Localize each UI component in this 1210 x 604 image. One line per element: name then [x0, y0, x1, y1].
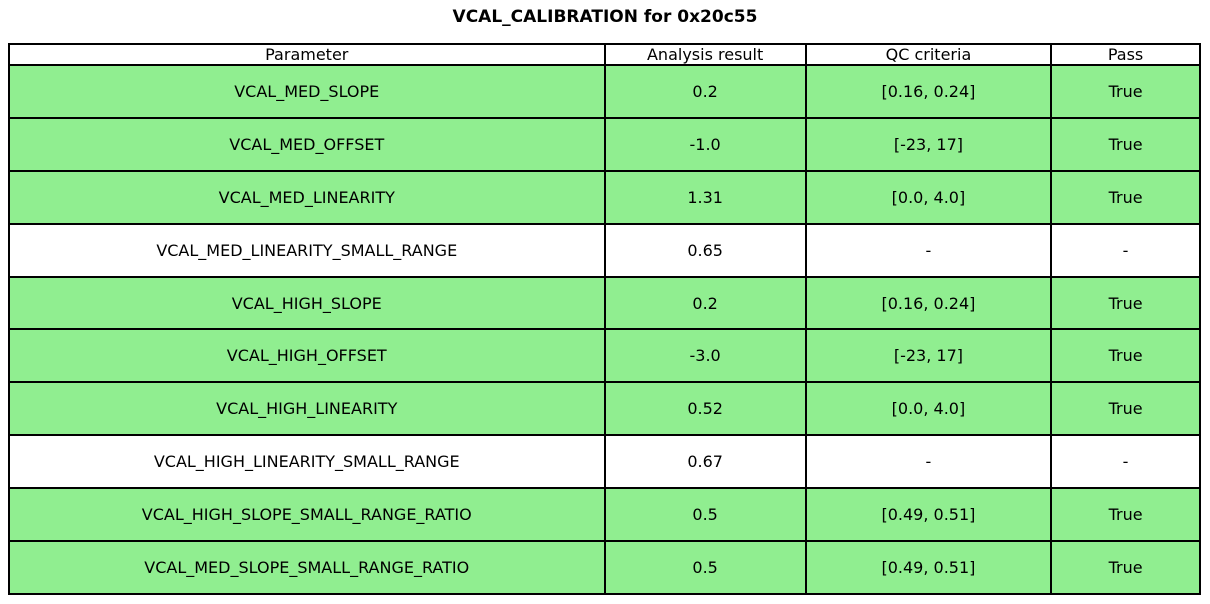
column-header-analysis-result: Analysis result [603, 43, 807, 66]
analysis-result-cell: -3.0 [603, 328, 807, 384]
pass-cell: - [1050, 222, 1201, 278]
parameter-cell: VCAL_HIGH_LINEARITY_SMALL_RANGE [8, 434, 606, 490]
parameter-cell: VCAL_HIGH_OFFSET [8, 328, 606, 384]
analysis-result-cell: 0.67 [603, 434, 807, 490]
table-row: VCAL_HIGH_LINEARITY_SMALL_RANGE 0.67- - [8, 434, 1201, 490]
parameter-cell: VCAL_MED_SLOPE_SMALL_RANGE_RATIO [8, 540, 606, 595]
table-header-row: Parameter Analysis result QC criteria Pass [8, 43, 1201, 66]
parameter-cell: VCAL_HIGH_LINEARITY [8, 381, 606, 437]
qc-criteria-cell: - [804, 434, 1053, 490]
qc-criteria-cell: [0.0, 4.0] [804, 169, 1053, 225]
column-header-parameter: Parameter [8, 43, 606, 66]
analysis-result-cell: 0.5 [603, 540, 807, 595]
parameter-cell: VCAL_HIGH_SLOPE [8, 275, 606, 331]
table-row: VCAL_MED_SLOPE_SMALL_RANGE_RATIO 0.5 [0.49… [8, 540, 1201, 595]
qc-criteria-cell: [0.16, 0.24] [804, 64, 1053, 119]
table-row: VCAL_MED_LINEARITY_SMALL_RANGE 0.65- - [8, 222, 1201, 278]
pass-cell: True [1050, 116, 1201, 172]
qc-criteria-table: Parameter Analysis result QC criteria Pass … [8, 43, 1201, 595]
parameter-cell: VCAL_MED_OFFSET [8, 116, 606, 172]
table-row: VCAL_HIGH_LINEARITY 0.52 [0.0, 4.0] True [8, 381, 1201, 437]
analysis-result-cell: 0.52 [603, 381, 807, 437]
table-row: VCAL_HIGH_OFFSET -3.0 [-23, 17] True [8, 328, 1201, 384]
pass-cell: True [1050, 169, 1201, 225]
analysis-result-cell: 1.31 [603, 169, 807, 225]
page-title: VCAL_CALIBRATION for 0x20c55 [452, 7, 758, 27]
qc-criteria-cell: [0.49, 0.51] [804, 487, 1053, 543]
pass-cell: True [1050, 540, 1201, 595]
qc-criteria-cell: [0.0, 4.0] [804, 381, 1053, 437]
column-header-qc-criteria: QC criteria [804, 43, 1053, 66]
analysis-result-cell: 0.65 [603, 222, 807, 278]
analysis-result-cell: 0.2 [603, 64, 807, 119]
table-row: VCAL_HIGH_SLOPE_SMALL_RANGE_RATIO 0.5 [0.4… [8, 487, 1201, 543]
pass-cell: True [1050, 487, 1201, 543]
parameter-cell: VCAL_MED_LINEARITY [8, 169, 606, 225]
pass-cell: - [1050, 434, 1201, 490]
table-row: VCAL_HIGH_SLOPE 0.2 [0.16, 0.24] True [8, 275, 1201, 331]
table-row: VCAL_MED_SLOPE 0.2 [0.16, 0.24] True [8, 64, 1201, 119]
table-body: VCAL_MED_SLOPE 0.2 [0.16, 0.24] True VCAL_ME… [8, 64, 1201, 595]
pass-cell: True [1050, 64, 1201, 119]
analysis-result-cell: 0.2 [603, 275, 807, 331]
analysis-result-cell: 0.5 [603, 487, 807, 543]
pass-cell: True [1050, 381, 1201, 437]
analysis-result-cell: -1.0 [603, 116, 807, 172]
qc-criteria-cell: [0.16, 0.24] [804, 275, 1053, 331]
qc-criteria-cell: - [804, 222, 1053, 278]
pass-cell: True [1050, 275, 1201, 331]
column-header-pass: Pass [1050, 43, 1201, 66]
qc-criteria-cell: [0.49, 0.51] [804, 540, 1053, 595]
pass-cell: True [1050, 328, 1201, 384]
qc-criteria-cell: [-23, 17] [804, 328, 1053, 384]
table-row: VCAL_MED_OFFSET -1.0 [-23, 17] True [8, 116, 1201, 172]
qc-criteria-cell: [-23, 17] [804, 116, 1053, 172]
parameter-cell: VCAL_MED_LINEARITY_SMALL_RANGE [8, 222, 606, 278]
table-row: VCAL_MED_LINEARITY 1.31 [0.0, 4.0] True [8, 169, 1201, 225]
parameter-cell: VCAL_MED_SLOPE [8, 64, 606, 119]
parameter-cell: VCAL_HIGH_SLOPE_SMALL_RANGE_RATIO [8, 487, 606, 543]
